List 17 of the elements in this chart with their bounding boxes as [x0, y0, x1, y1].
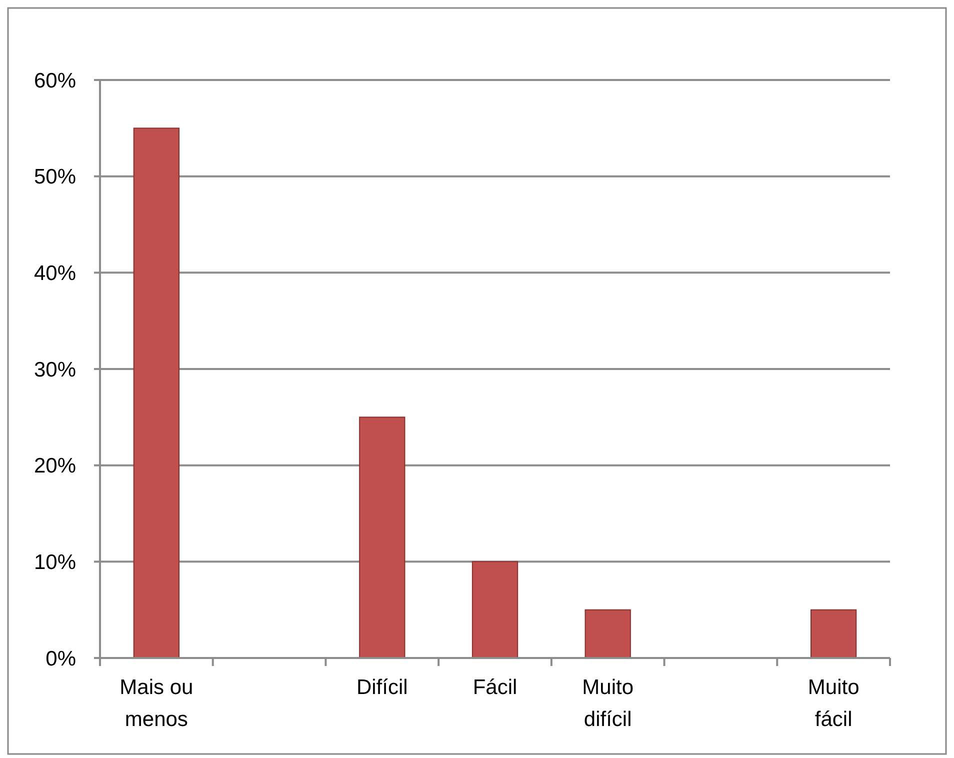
y-tick-label: 10%	[34, 551, 76, 574]
x-tick-label: Difícil	[356, 676, 408, 699]
y-tick-label: 60%	[34, 69, 76, 92]
bar	[133, 128, 180, 658]
bar	[810, 609, 857, 658]
y-tick-label: 40%	[34, 262, 76, 286]
bar	[359, 416, 406, 658]
y-tick-label: 30%	[34, 358, 76, 382]
x-tick-label: Muito fácil	[808, 676, 860, 731]
y-tick-label: 0%	[46, 647, 76, 670]
x-tick-label: Mais ou menos	[120, 676, 194, 731]
x-tick-label: Fácil	[472, 676, 518, 699]
y-tick-label: 20%	[34, 454, 76, 478]
x-tick-label: Muito difícil	[582, 676, 634, 731]
bar	[472, 561, 518, 658]
bar	[584, 609, 631, 658]
y-tick-label: 50%	[34, 166, 76, 189]
